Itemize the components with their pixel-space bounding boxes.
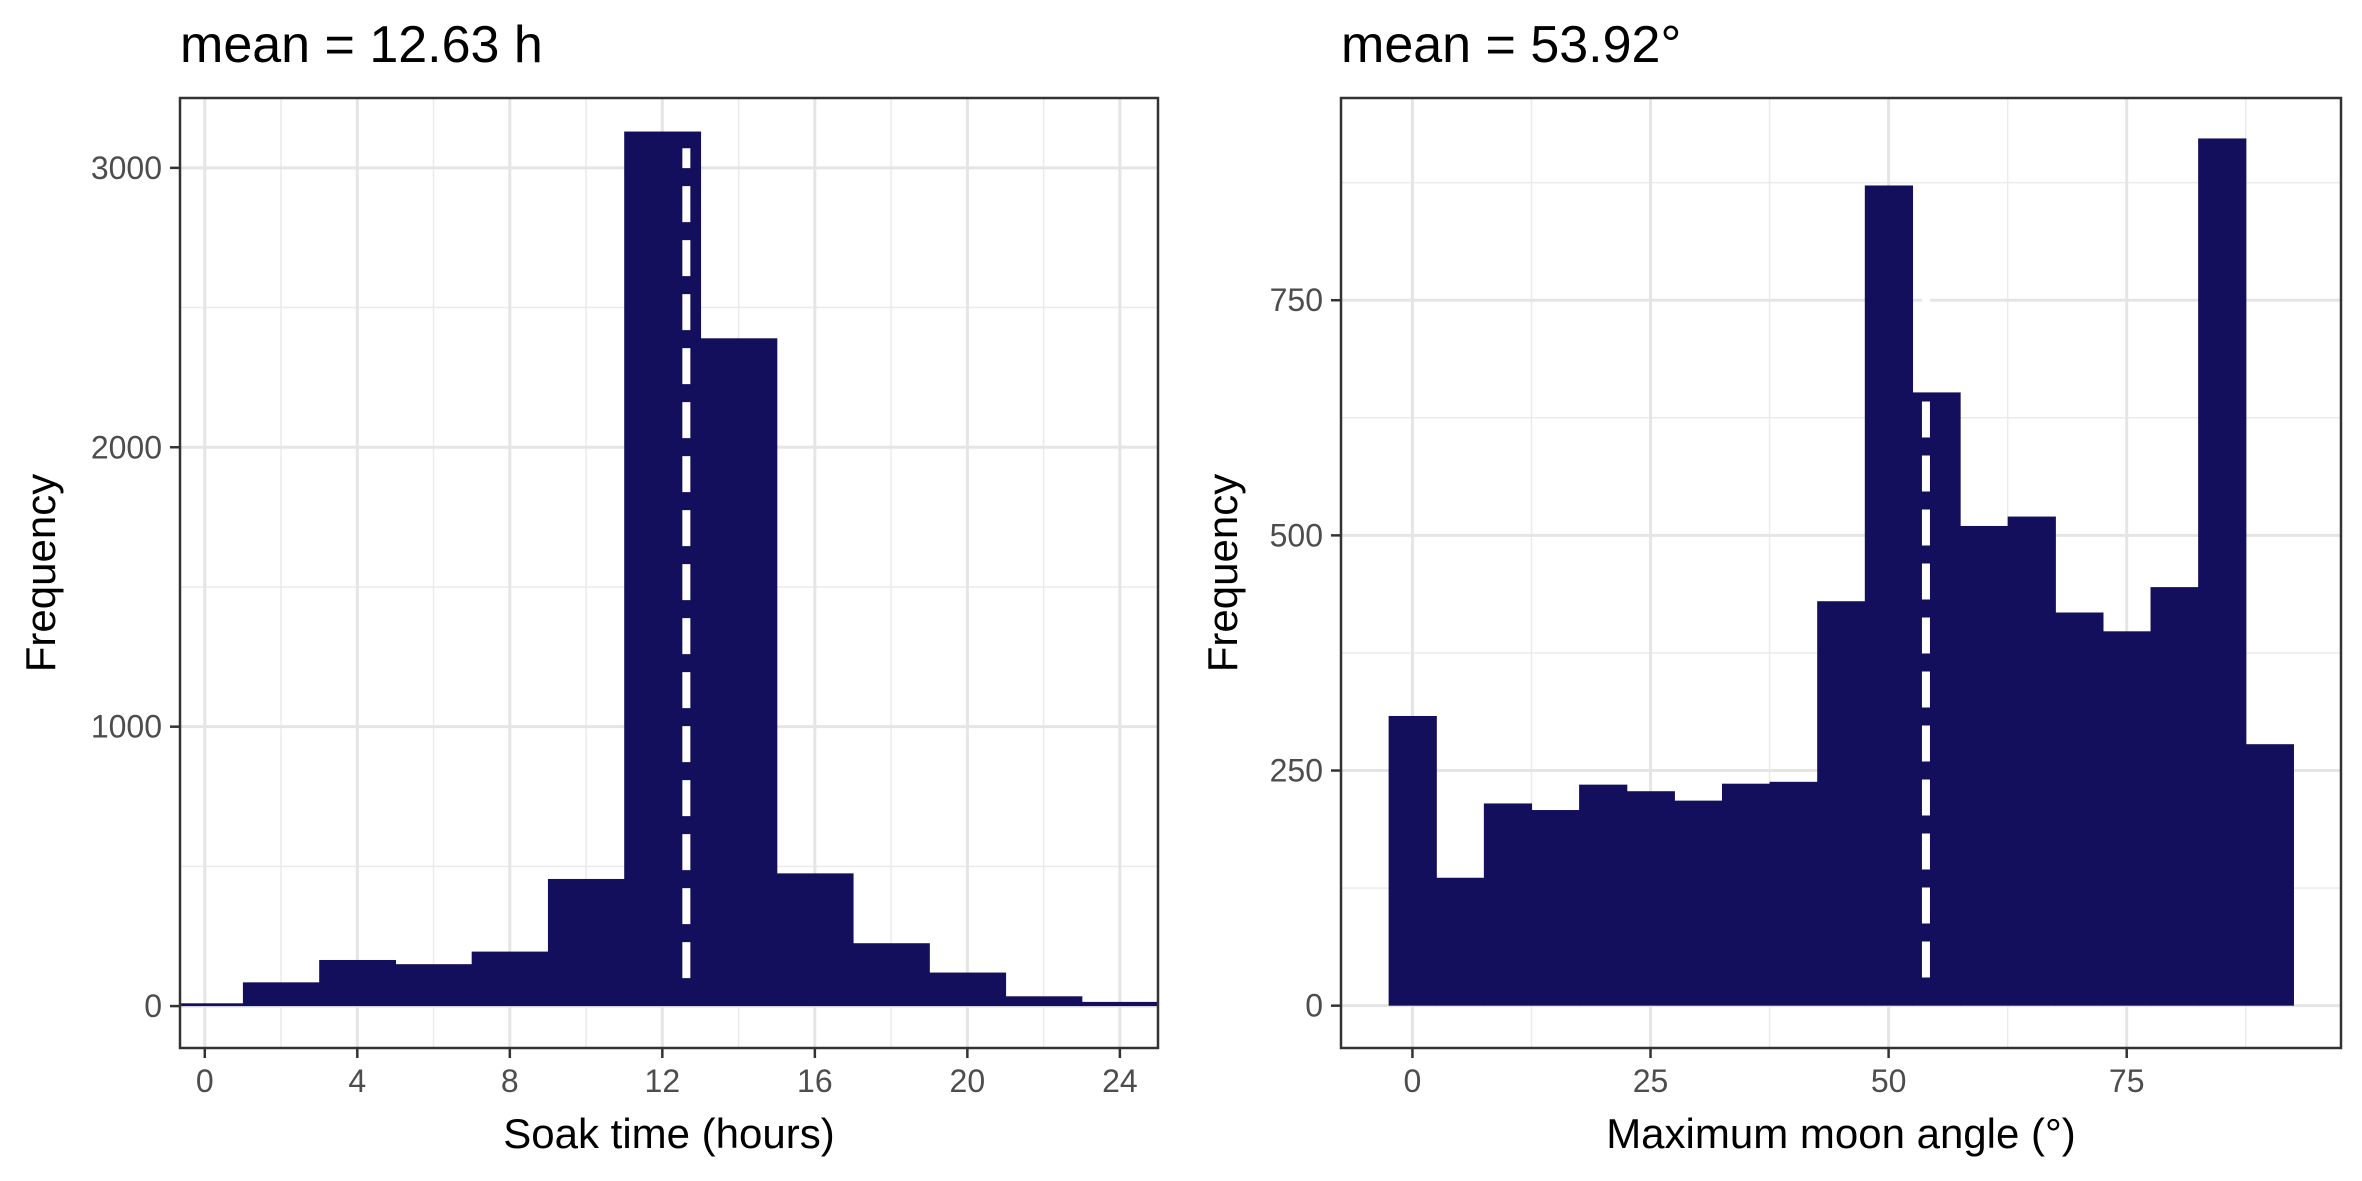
grid bbox=[180, 98, 1158, 1048]
histogram-bar bbox=[1483, 803, 1533, 1006]
histogram-bar bbox=[1436, 877, 1485, 1006]
x-tick-label: 20 bbox=[950, 1063, 986, 1099]
histogram-bar bbox=[471, 951, 549, 1007]
y-tick-label: 0 bbox=[144, 988, 162, 1024]
x-tick-label: 0 bbox=[1404, 1063, 1422, 1099]
histogram-bar bbox=[776, 873, 854, 1007]
histogram-bar bbox=[852, 943, 930, 1007]
bars bbox=[1388, 138, 2294, 1006]
panel-border bbox=[1339, 96, 2343, 1050]
histogram-bar bbox=[1817, 601, 1866, 1006]
histogram-bar bbox=[395, 964, 473, 1007]
panel-border bbox=[178, 96, 1160, 1050]
histogram-bar bbox=[1005, 996, 1083, 1007]
histogram-bar bbox=[929, 972, 1007, 1007]
histogram-bar bbox=[2198, 138, 2247, 1006]
histogram-bar bbox=[1721, 783, 1771, 1006]
histogram-bar bbox=[319, 959, 397, 1007]
x-tick-label: 25 bbox=[1633, 1063, 1669, 1099]
histogram-bar bbox=[1081, 1001, 1158, 1007]
x-axis-label: Maximum moon angle (°) bbox=[1606, 1110, 2076, 1157]
histogram-bar bbox=[1579, 784, 1628, 1006]
x-tick-label: 24 bbox=[1102, 1063, 1138, 1099]
histogram-bar bbox=[242, 982, 320, 1007]
chart-title: mean = 12.63 h bbox=[180, 16, 543, 74]
histogram-bar bbox=[1626, 791, 1675, 1006]
histogram-bar bbox=[1531, 810, 1580, 1006]
x-tick-label: 16 bbox=[797, 1063, 833, 1099]
histogram-bar bbox=[2102, 631, 2152, 1006]
panel-soak-time: 0 4 8 12 16 20 24 0 1000 2000 3000 mean = 12.63 h So… bbox=[17, 16, 1160, 1157]
histogram-bar bbox=[2055, 612, 2104, 1006]
histogram-bar bbox=[2245, 744, 2294, 1006]
y-axis-label: Frequency bbox=[1199, 474, 1246, 672]
y-tick-label: 1000 bbox=[91, 709, 162, 745]
histogram-bar bbox=[2007, 516, 2056, 1006]
x-tick-label: 12 bbox=[645, 1063, 681, 1099]
x-tick-label: 75 bbox=[2109, 1063, 2145, 1099]
x-tick-label: 0 bbox=[196, 1063, 214, 1099]
histogram-bar bbox=[1674, 800, 1723, 1006]
x-tick-label: 4 bbox=[348, 1063, 366, 1099]
y-tick-label: 500 bbox=[1270, 517, 1323, 553]
x-axis-label: Soak time (hours) bbox=[503, 1110, 834, 1157]
chart-title: mean = 53.92° bbox=[1341, 16, 1681, 74]
y-tick-label: 0 bbox=[1305, 988, 1323, 1024]
histogram-bar bbox=[700, 338, 778, 1007]
x-tick-label: 8 bbox=[501, 1063, 519, 1099]
histogram-bar bbox=[1388, 715, 1437, 1006]
histogram-bar bbox=[1960, 525, 2009, 1006]
histogram-bar bbox=[1912, 392, 1961, 1006]
y-tick-label: 250 bbox=[1270, 753, 1323, 789]
y-tick-label: 750 bbox=[1270, 282, 1323, 318]
histogram-bar bbox=[2150, 587, 2199, 1006]
histogram-bar bbox=[1769, 781, 1818, 1006]
y-tick-label: 3000 bbox=[91, 150, 162, 186]
histogram-bar bbox=[1864, 185, 1914, 1006]
x-tick-label: 50 bbox=[1871, 1063, 1907, 1099]
y-axis-label: Frequency bbox=[17, 474, 64, 672]
y-tick-label: 2000 bbox=[91, 429, 162, 465]
histogram-bar bbox=[547, 878, 625, 1007]
histogram-bar bbox=[180, 1003, 244, 1007]
